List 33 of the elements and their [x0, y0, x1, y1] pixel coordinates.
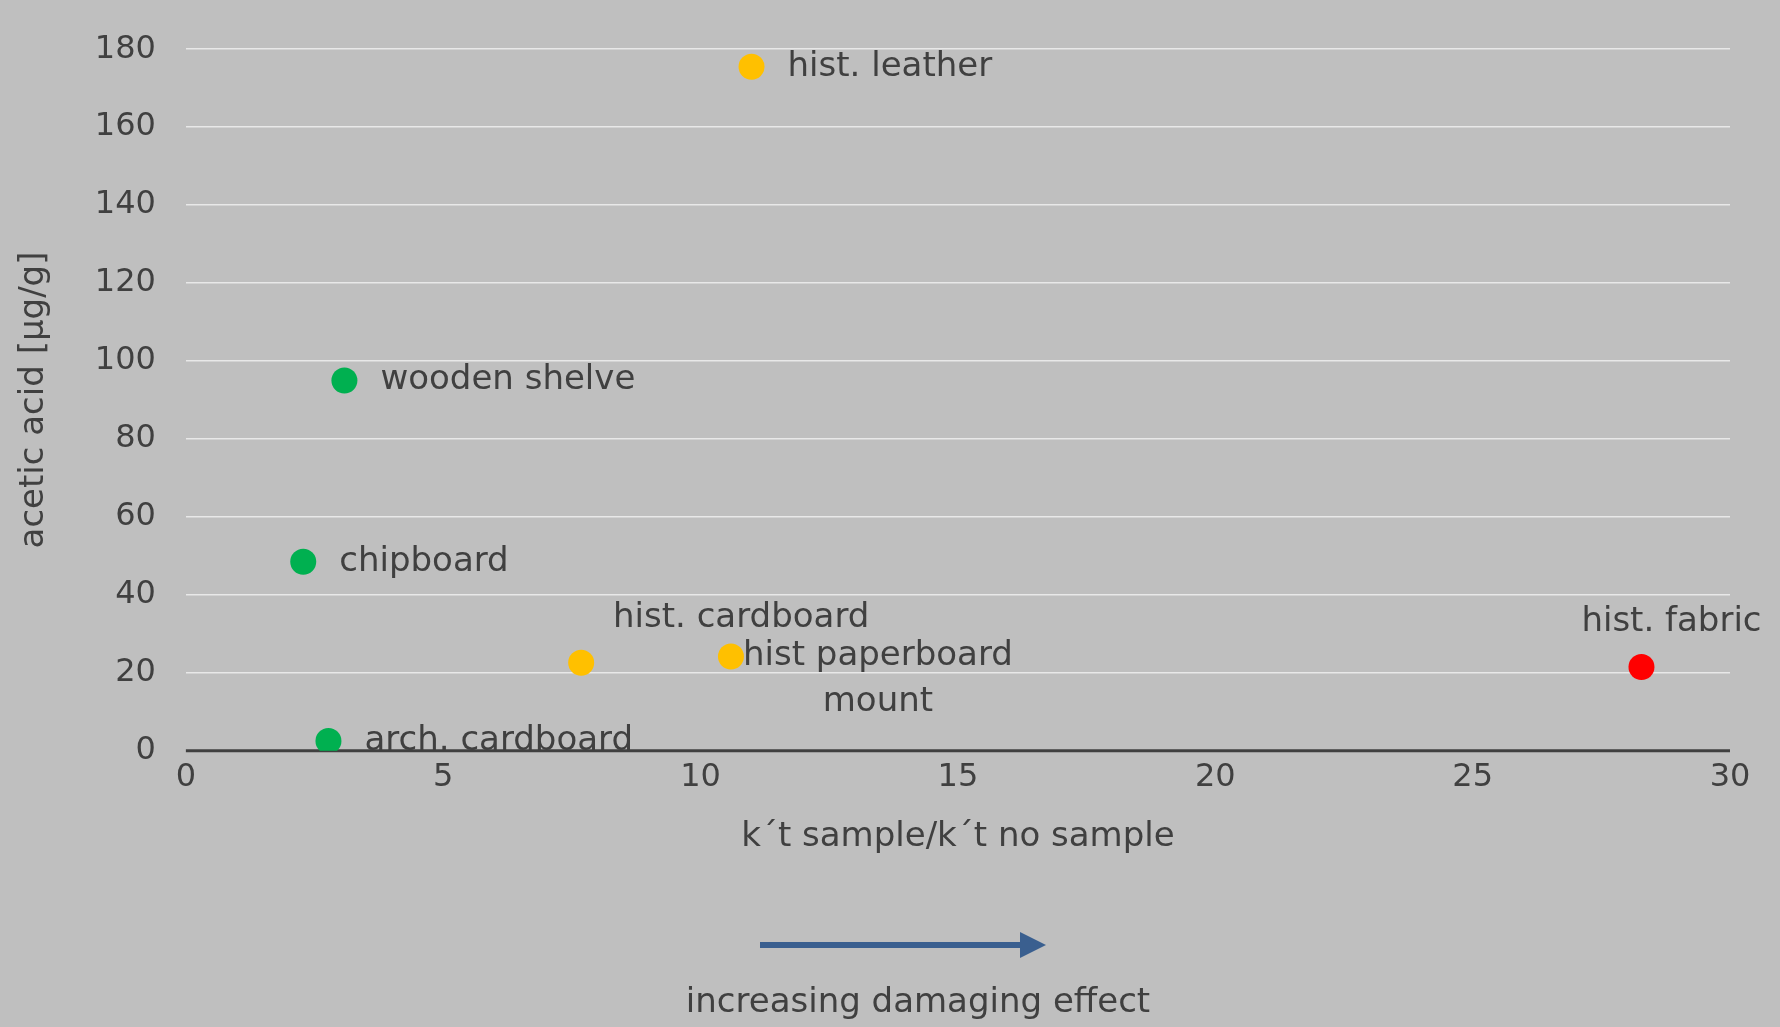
x-tick-label: 15	[937, 756, 979, 795]
y-tick-label: 100	[94, 339, 156, 378]
x-axis-title: k´t sample/k´t no sample	[741, 814, 1175, 855]
y-tick-label: 60	[115, 495, 156, 534]
point	[331, 367, 358, 394]
annotation: hist. leather	[787, 43, 993, 84]
y-tick-label: 20	[115, 651, 156, 690]
text: increasing damaging effect	[685, 979, 1151, 1020]
annotation: wooden shelve	[380, 357, 636, 398]
y-tick-label: 180	[94, 27, 156, 66]
y-axis-title: acetic acid [µg/g]	[11, 251, 52, 549]
y-tick-label: 160	[94, 105, 156, 144]
y-tick-label: 40	[115, 573, 156, 612]
x-tick-label: 5	[433, 756, 454, 795]
x-tick-label: 10	[680, 756, 721, 795]
annotation: hist. fabric	[1581, 598, 1762, 639]
annotation: arch. cardboard	[364, 717, 634, 758]
point	[568, 649, 595, 676]
annotation: hist. cardboard	[613, 594, 870, 635]
annotation: chipboard	[339, 538, 509, 579]
point	[717, 643, 744, 670]
y-tick-label: 120	[94, 261, 156, 300]
x-tick-label: 25	[1452, 756, 1494, 795]
point	[1628, 654, 1655, 680]
x-tick-label: 0	[175, 756, 197, 795]
y-tick-label: 0	[135, 729, 156, 768]
point	[290, 548, 317, 575]
x-tick-label: 20	[1194, 756, 1236, 795]
point	[738, 53, 765, 80]
x-tick-label: 30	[1709, 756, 1751, 795]
y-tick-label: 140	[94, 183, 156, 222]
annotation: hist paperboard mount	[742, 633, 1013, 720]
y-tick-label: 80	[115, 417, 156, 456]
